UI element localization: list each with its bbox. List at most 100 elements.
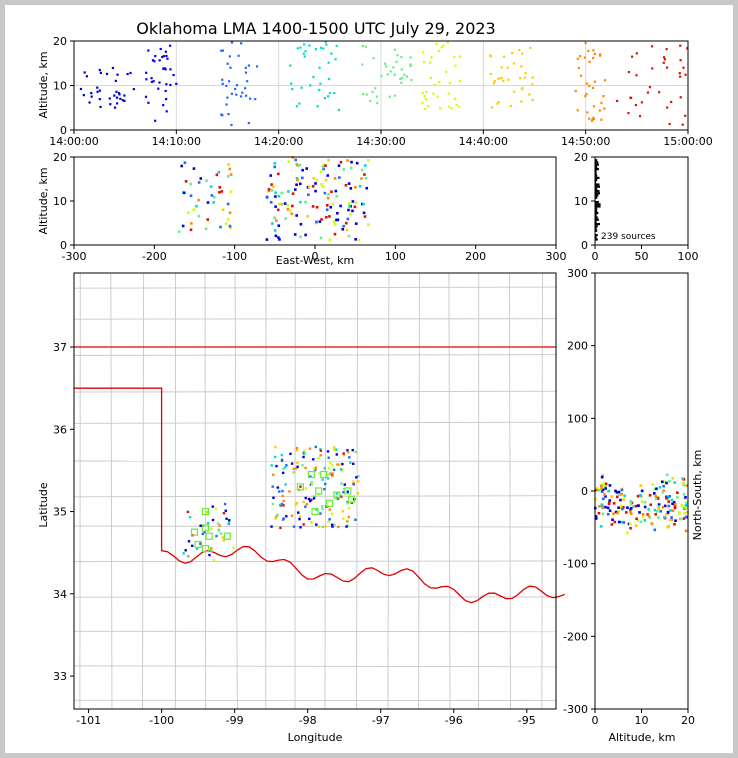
lightning-source-point: [199, 524, 202, 527]
time-height-point: [162, 67, 165, 70]
lightning-source-point: [285, 464, 288, 467]
ns-point: [629, 508, 632, 512]
time-height-point: [318, 66, 321, 69]
time-height-point: [598, 109, 601, 112]
ew-point: [304, 200, 307, 204]
lightning-source-point: [327, 520, 330, 523]
lightning-source-point: [321, 525, 324, 529]
altitude-north-south-panel: 0 10 20 -300 -200 -100 0 100 200 300: [563, 267, 695, 727]
station-marker: [311, 507, 319, 516]
time-height-point: [123, 99, 126, 103]
ns-point: [602, 483, 606, 487]
time-height-point: [679, 59, 682, 62]
ns-point: [607, 489, 610, 493]
ew-point: [287, 190, 290, 193]
ns-point: [684, 506, 687, 510]
lightning-source-point: [282, 517, 285, 520]
ns-point: [678, 512, 681, 515]
time-height-point: [531, 83, 534, 86]
time-height-point: [221, 49, 225, 52]
ew-point: [360, 177, 363, 180]
ew-point: [273, 162, 277, 165]
ns-point: [607, 501, 611, 504]
time-height-point: [386, 73, 389, 76]
ew-point: [197, 214, 201, 218]
ew-point: [338, 176, 341, 179]
ns-point: [650, 522, 654, 525]
ns-point: [629, 499, 632, 503]
lightning-source-point: [317, 525, 321, 528]
ns-point: [620, 488, 624, 492]
time-height-point: [435, 42, 438, 45]
lightning-source-point: [346, 449, 349, 452]
ew-point: [277, 236, 280, 239]
time-height-point: [454, 64, 457, 67]
time-height-point: [531, 76, 534, 79]
lightning-source-point: [310, 481, 313, 484]
ns-point: [617, 509, 621, 513]
histogram-bar: [595, 216, 598, 219]
x-tick-label: 50: [635, 250, 649, 263]
ew-point: [339, 204, 342, 208]
time-height-point: [121, 99, 124, 102]
ns-point: [619, 498, 622, 502]
lightning-source-point: [304, 487, 308, 490]
ew-point: [306, 214, 309, 218]
ew-point: [319, 236, 323, 240]
ew-point: [331, 202, 335, 206]
ns-point: [671, 476, 674, 480]
lightning-source-point: [331, 512, 334, 515]
time-height-point: [409, 56, 412, 59]
ns-point: [679, 517, 682, 521]
ns-point: [622, 505, 625, 509]
ew-point: [347, 182, 351, 185]
ns-point: [684, 515, 688, 519]
y-tick-label: 0: [581, 485, 588, 498]
time-height-point: [308, 44, 311, 47]
x-tick-label: -300: [62, 250, 87, 263]
lightning-source-point: [292, 467, 295, 471]
ew-point: [322, 167, 325, 171]
lightning-source-point: [319, 454, 322, 457]
ns-point: [612, 512, 615, 515]
time-height-point: [507, 78, 510, 81]
lightning-source-point: [271, 485, 274, 488]
lightning-source-point: [274, 445, 277, 449]
x-tick-label: -200: [142, 250, 167, 263]
ew-point: [298, 182, 302, 186]
time-height-point: [362, 92, 365, 96]
ns-point: [684, 496, 687, 499]
lightning-source-point: [338, 463, 341, 466]
time-height-point: [298, 102, 301, 105]
x-tick-label: -97: [372, 714, 390, 727]
lightning-source-point: [290, 514, 294, 517]
lightning-source-point: [302, 451, 306, 454]
ew-point: [177, 230, 181, 233]
time-height-point: [635, 52, 638, 55]
lightning-source-point: [210, 547, 213, 550]
ns-point: [664, 513, 668, 516]
lightning-source-point: [295, 501, 299, 505]
histogram-bar: [595, 234, 598, 237]
time-height-point: [115, 102, 119, 105]
ns-point: [657, 505, 660, 508]
time-height-point: [166, 57, 169, 60]
lightning-source-point: [279, 526, 282, 530]
time-height-point: [302, 43, 306, 46]
ns-point: [601, 488, 605, 492]
time-height-point: [590, 119, 594, 122]
time-height-point: [627, 111, 630, 115]
histogram-bar: [595, 236, 597, 239]
y-tick-label: 0: [60, 239, 67, 252]
ns-point: [634, 524, 638, 528]
time-height-point: [490, 106, 494, 109]
time-height-point: [588, 84, 591, 88]
time-height-point: [396, 54, 399, 57]
county-line: [448, 272, 451, 710]
ns-point: [596, 486, 599, 490]
time-height-point: [603, 107, 606, 110]
time-height-point: [447, 92, 450, 95]
ew-point: [325, 204, 329, 207]
lightning-source-point: [331, 525, 334, 528]
lightning-source-point: [352, 482, 355, 485]
